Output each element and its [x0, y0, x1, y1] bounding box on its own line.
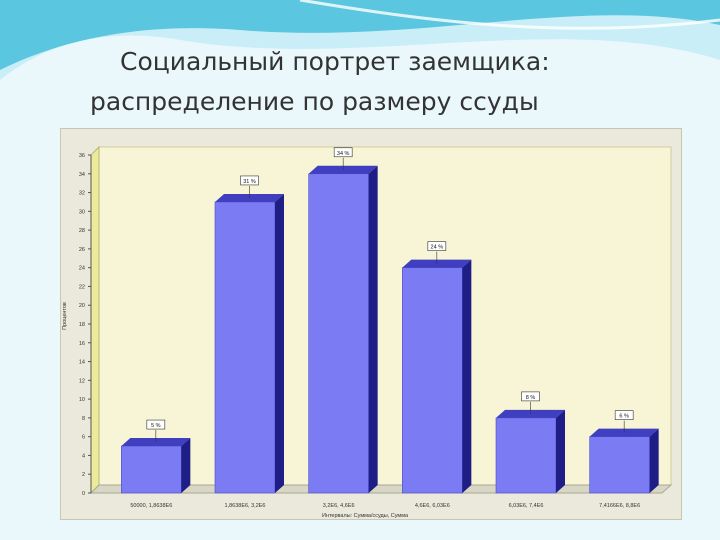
bar-side-face: [649, 428, 659, 493]
y-tick-label: 34: [79, 172, 85, 178]
bar-side-face: [556, 409, 565, 493]
y-tick-label: 4: [82, 453, 85, 459]
data-label-box: [240, 175, 259, 186]
data-label: 6 %: [619, 414, 629, 420]
y-tick-label: 12: [79, 378, 85, 384]
data-label-box: [146, 419, 166, 430]
x-axis-label: Интервалы: Сумма/ссуды, Сумма: [322, 513, 409, 519]
y-tick-label: 24: [79, 266, 85, 272]
data-label: 8 %: [526, 395, 536, 401]
bar: [121, 445, 182, 494]
data-label-box: [521, 391, 540, 402]
x-tick-label: 1,8638E6, 3,2E6: [225, 503, 266, 509]
bar: [589, 436, 650, 494]
bar-top-face: [402, 259, 472, 268]
y-tick-label: 26: [79, 247, 85, 253]
y-tick-label: 22: [79, 284, 85, 290]
bar-side-face: [181, 438, 191, 493]
y-tick-label: 32: [79, 191, 85, 197]
bar-side-face: [462, 259, 472, 493]
data-label-box: [614, 410, 634, 420]
y-tick-label: 30: [79, 209, 85, 215]
bar-chart: 024681012141618202224262830323436Процент…: [62, 145, 673, 519]
data-label: 24 %: [431, 245, 444, 251]
chart-panel: 0 2 4 6 8 10 12 14 16 18 20 22 24 26 28 30 32 34 36 Процент…: [60, 128, 682, 520]
data-label: 5 %: [151, 423, 161, 429]
bar-side-face: [368, 165, 378, 493]
wave-dark: [0, 0, 720, 70]
slide-title-line1: Социальный портрет заемщика:: [120, 47, 550, 76]
x-tick-label: 4,6E6, 6,03E6: [415, 503, 450, 509]
x-tick-label: 50000, 1,8638E6: [130, 503, 172, 509]
bar: [495, 417, 557, 494]
wave-highlight: [299, 0, 720, 30]
bar: [402, 267, 463, 494]
y-tick-label: 6: [82, 435, 85, 441]
x-tick-label: 7,4166E6, 8,8E6: [599, 503, 640, 509]
data-label-box: [333, 147, 353, 158]
chart-back-wall: [98, 146, 672, 486]
y-tick-label: 18: [79, 322, 85, 328]
y-tick-label: 28: [79, 228, 85, 234]
y-tick-label: 16: [79, 341, 85, 347]
data-label: 31 %: [243, 179, 256, 185]
x-tick-label: 6,03E6, 7,4E6: [509, 503, 544, 509]
chart-left-wall: [90, 145, 100, 495]
y-tick-label: 20: [79, 303, 85, 309]
y-tick-label: 8: [82, 416, 85, 422]
slide-title-line2: распределение по размеру ссуды: [90, 87, 539, 116]
y-tick-label: 2: [82, 472, 85, 478]
bar: [308, 173, 369, 494]
y-axis-label: Процентов: [62, 302, 68, 330]
y-tick-label: 14: [79, 360, 85, 366]
data-label-box: [427, 241, 447, 251]
y-tick-label: 36: [79, 153, 85, 159]
slide-title: Социальный портрет заемщика: распределен…: [90, 42, 650, 122]
bar-side-face: [275, 193, 284, 493]
y-tick-label: 0: [82, 491, 85, 497]
bar: [214, 201, 276, 494]
y-tick-label: 10: [79, 397, 85, 403]
x-tick-label: 3,2E6, 4,6E6: [323, 503, 355, 509]
data-label: 34 %: [337, 151, 350, 157]
